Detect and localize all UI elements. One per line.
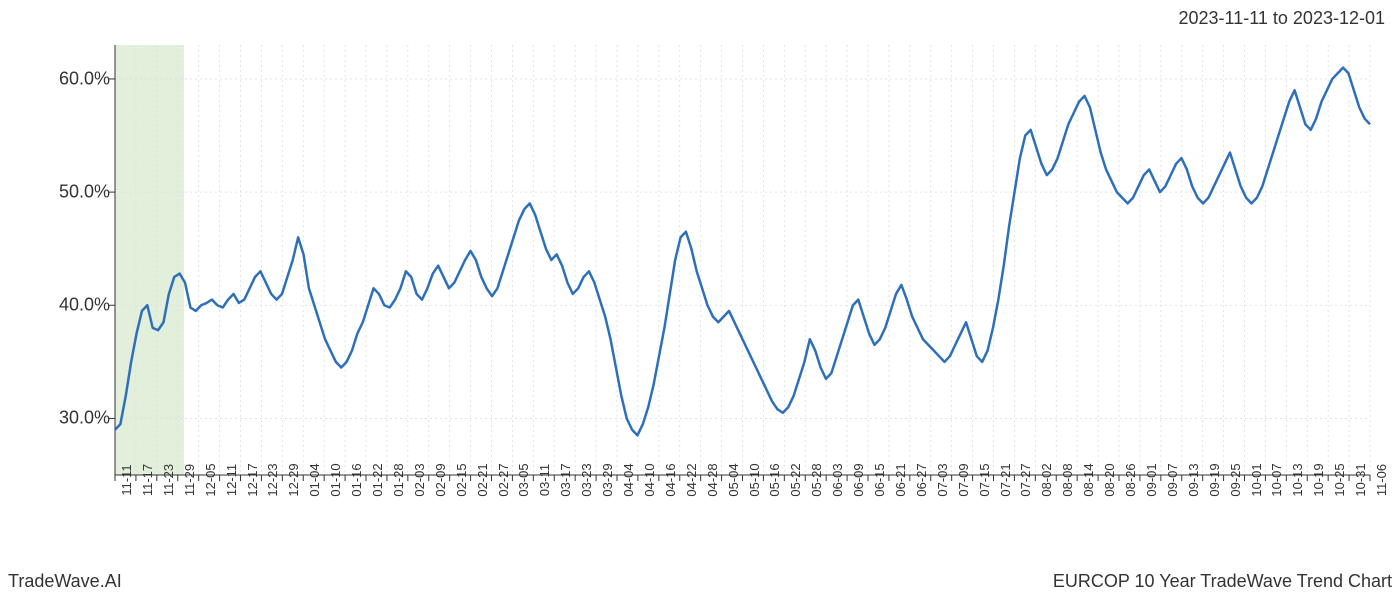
x-axis-tick-label: 01-22 <box>370 463 385 496</box>
x-axis-tick-label: 04-04 <box>621 463 636 496</box>
x-axis-tick-label: 03-17 <box>558 463 573 496</box>
x-axis-tick-label: 06-09 <box>851 463 866 496</box>
x-axis-tick-label: 08-20 <box>1102 463 1117 496</box>
chart-title: EURCOP 10 Year TradeWave Trend Chart <box>1053 571 1392 592</box>
x-axis-tick-label: 06-03 <box>830 463 845 496</box>
x-axis-tick-label: 04-28 <box>705 463 720 496</box>
x-axis-tick-label: 03-23 <box>579 463 594 496</box>
x-axis-tick-label: 04-10 <box>642 463 657 496</box>
x-axis-tick-label: 10-25 <box>1332 463 1347 496</box>
x-axis-tick-label: 11-17 <box>140 464 155 496</box>
x-axis-tick-label: 01-28 <box>391 463 406 496</box>
x-axis-tick-label: 10-13 <box>1290 463 1305 496</box>
x-axis-tick-label: 02-21 <box>475 463 490 496</box>
x-axis-tick-label: 12-29 <box>286 463 301 496</box>
x-axis-tick-label: 08-26 <box>1123 463 1138 496</box>
x-axis-tick-label: 09-01 <box>1144 463 1159 496</box>
x-axis-tick-label: 07-27 <box>1018 463 1033 496</box>
x-axis-tick-label: 12-05 <box>203 463 218 496</box>
x-axis-tick-label: 02-15 <box>454 463 469 496</box>
x-axis-tick-label: 07-15 <box>977 463 992 496</box>
x-axis-tick-label: 10-01 <box>1249 463 1264 496</box>
chart-container: 2023-11-11 to 2023-12-01 TradeWave.AI EU… <box>0 0 1400 600</box>
x-axis-tick-label: 07-03 <box>935 463 950 496</box>
x-axis-tick-label: 08-02 <box>1039 463 1054 496</box>
x-axis-tick-label: 11-06 <box>1374 464 1389 496</box>
x-axis-tick-label: 02-27 <box>496 463 511 496</box>
x-axis-tick-label: 10-07 <box>1269 463 1284 496</box>
x-axis-tick-label: 03-11 <box>537 464 552 496</box>
highlight-band <box>115 45 184 475</box>
x-axis-tick-label: 07-21 <box>998 463 1013 496</box>
x-axis-tick-label: 01-16 <box>349 463 364 496</box>
x-axis-tick-label: 05-10 <box>747 463 762 496</box>
x-axis-tick-label: 03-29 <box>600 463 615 496</box>
x-axis-tick-label: 06-15 <box>872 463 887 496</box>
x-axis-tick-label: 11-23 <box>161 464 176 496</box>
x-axis-tick-label: 08-08 <box>1060 463 1075 496</box>
x-axis-tick-label: 09-19 <box>1207 463 1222 496</box>
date-range-label: 2023-11-11 to 2023-12-01 <box>1179 8 1386 29</box>
x-axis-tick-label: 09-13 <box>1186 463 1201 496</box>
x-axis-tick-label: 12-11 <box>224 464 239 496</box>
x-axis-tick-label: 04-22 <box>684 463 699 496</box>
x-axis-tick-label: 05-16 <box>767 463 782 496</box>
y-axis-tick-label: 50.0% <box>59 182 110 203</box>
x-axis-tick-label: 12-17 <box>245 463 260 496</box>
brand-label: TradeWave.AI <box>8 571 122 592</box>
x-axis-tick-label: 10-19 <box>1311 463 1326 496</box>
x-axis-tick-label: 06-27 <box>914 463 929 496</box>
y-axis-tick-label: 60.0% <box>59 68 110 89</box>
x-axis-tick-label: 05-28 <box>809 463 824 496</box>
x-axis-tick-label: 06-21 <box>893 463 908 496</box>
x-axis-tick-label: 11-11 <box>119 464 134 495</box>
x-axis-tick-label: 08-14 <box>1081 463 1096 496</box>
plot-area <box>115 45 1370 475</box>
x-axis-tick-label: 09-25 <box>1228 463 1243 496</box>
x-axis-tick-label: 01-10 <box>328 463 343 496</box>
x-axis-tick-label: 11-29 <box>182 464 197 496</box>
x-axis-tick-label: 01-04 <box>307 463 322 496</box>
x-axis-tick-label: 05-04 <box>726 463 741 496</box>
x-axis-tick-label: 03-05 <box>516 463 531 496</box>
x-axis-tick-label: 05-22 <box>788 463 803 496</box>
x-axis-tick-label: 02-09 <box>433 463 448 496</box>
x-axis-tick-label: 10-31 <box>1353 463 1368 496</box>
y-axis-tick-label: 30.0% <box>59 408 110 429</box>
x-axis-tick-label: 12-23 <box>265 463 280 496</box>
x-axis-tick-label: 02-03 <box>412 463 427 496</box>
x-axis-tick-label: 09-07 <box>1165 463 1180 496</box>
x-axis-tick-label: 07-09 <box>956 463 971 496</box>
y-axis-tick-label: 40.0% <box>59 295 110 316</box>
chart-svg <box>115 45 1370 475</box>
x-axis-tick-label: 04-16 <box>663 463 678 496</box>
